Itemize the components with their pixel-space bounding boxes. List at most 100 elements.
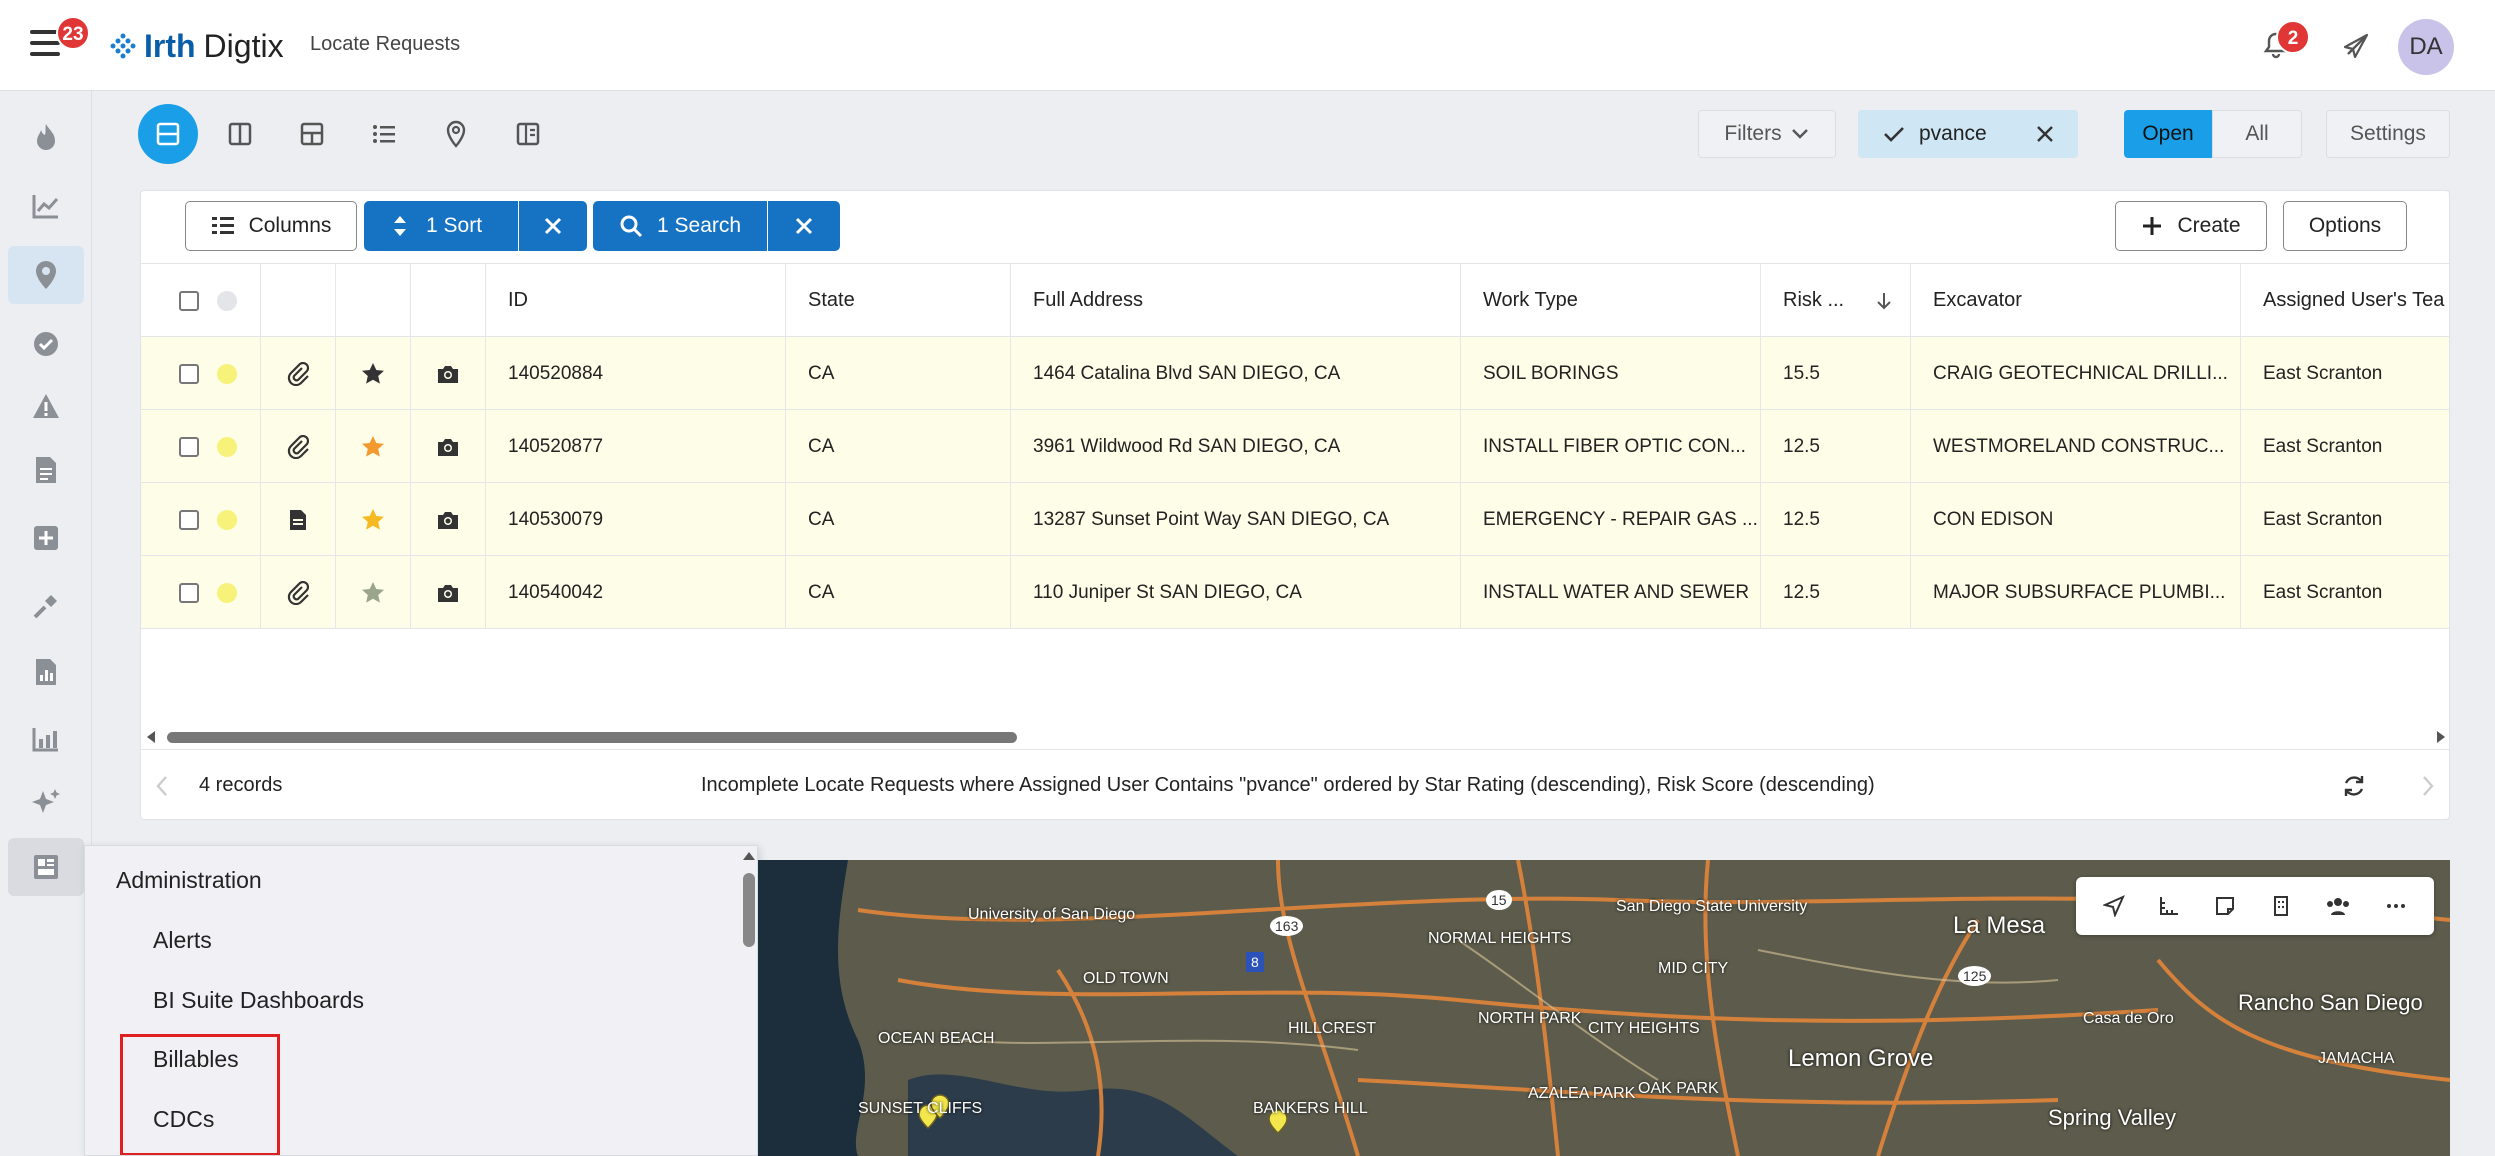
document-icon[interactable]	[261, 483, 336, 556]
view-sidebar-icon[interactable]	[498, 104, 558, 164]
columns-button[interactable]: Columns	[185, 201, 357, 251]
cell-team: East Scranton	[2263, 435, 2383, 457]
clear-sort-button[interactable]	[519, 201, 587, 251]
nav-chart-trend-icon[interactable]	[8, 177, 84, 235]
paperclip-icon[interactable]	[261, 337, 336, 410]
nav-document-icon[interactable]	[8, 441, 84, 499]
nav-analytics-icon[interactable]	[8, 710, 84, 768]
top-bar: 23 Irth Digtix Locate Requests 2 DA	[0, 0, 2495, 91]
camera-icon[interactable]	[411, 410, 486, 483]
user-filter-chip[interactable]: pvance	[1858, 110, 2078, 158]
search-button[interactable]: 1 Search	[593, 201, 767, 251]
column-header-state[interactable]: State	[786, 264, 1011, 337]
table-row[interactable]: 140540042 CA 110 Juniper St SAN DIEGO, CA I…	[141, 556, 2449, 629]
open-toggle-button[interactable]: Open	[2124, 110, 2212, 158]
column-header-work-type[interactable]: Work Type	[1461, 264, 1761, 337]
close-icon[interactable]	[2035, 124, 2055, 144]
scrollbar-thumb[interactable]	[167, 732, 1017, 743]
menu-item-bi-suite-dashboards[interactable]: BI Suite Dashboards	[153, 987, 364, 1013]
settings-button[interactable]: Settings	[2326, 110, 2450, 158]
nav-report-icon[interactable]	[8, 643, 84, 701]
star-rating-icon[interactable]	[336, 483, 411, 556]
scroll-left-icon[interactable]	[145, 730, 157, 744]
menu-item-billables[interactable]: Billables	[153, 1046, 239, 1072]
columns-icon	[211, 217, 234, 234]
view-layout-icon[interactable]	[282, 104, 342, 164]
view-list-icon[interactable]	[354, 104, 414, 164]
menu-item-cdcs[interactable]: CDCs	[153, 1106, 215, 1132]
view-split-vertical-icon[interactable]	[210, 104, 270, 164]
status-dot	[217, 509, 237, 530]
close-icon	[795, 217, 813, 235]
row-checkbox[interactable]	[179, 436, 199, 457]
column-header-team[interactable]: Assigned User's Tea	[2263, 289, 2445, 311]
filters-button[interactable]: Filters	[1698, 110, 1836, 158]
star-rating-icon[interactable]	[336, 337, 411, 410]
next-page-icon[interactable]	[2421, 775, 2435, 797]
map-label: HILLCREST	[1288, 1020, 1377, 1037]
table-row[interactable]: 140530079 CA 13287 Sunset Point Way SAN DI…	[141, 483, 2449, 556]
highway-shield: 8	[1246, 952, 1264, 972]
menu-section-title[interactable]: Administration	[116, 867, 262, 893]
star-rating-icon[interactable]	[336, 410, 411, 483]
refresh-icon[interactable]	[2341, 773, 2367, 799]
sticky-note-icon[interactable]	[2214, 895, 2236, 917]
view-map-icon[interactable]	[426, 104, 486, 164]
row-checkbox[interactable]	[179, 363, 199, 384]
location-off-icon[interactable]	[2336, 26, 2376, 66]
menu-item-alerts[interactable]: Alerts	[153, 927, 212, 953]
columns-label: Columns	[248, 214, 332, 237]
paperclip-icon[interactable]	[261, 410, 336, 483]
select-all-checkbox[interactable]	[179, 290, 199, 311]
cell-address: 110 Juniper St SAN DIEGO, CA	[1011, 556, 1461, 629]
row-checkbox[interactable]	[179, 509, 199, 530]
camera-icon[interactable]	[411, 337, 486, 410]
query-description: Incomplete Locate Requests where Assigne…	[701, 774, 1875, 796]
table-footer: 4 records Incomplete Locate Requests whe…	[141, 749, 2449, 819]
hamburger-menu-icon[interactable]	[30, 30, 60, 56]
table-row[interactable]: 140520884 CA 1464 Catalina Blvd SAN DIEGO,…	[141, 337, 2449, 410]
nav-flame-icon[interactable]	[8, 109, 84, 167]
menu-scrollbar-thumb[interactable]	[743, 873, 755, 947]
avatar[interactable]: DA	[2398, 19, 2454, 75]
star-rating-icon[interactable]	[336, 556, 411, 629]
nav-check-circle-icon[interactable]	[8, 315, 84, 373]
column-header-risk[interactable]: Risk ...	[1761, 264, 1911, 337]
group-icon[interactable]	[2325, 895, 2351, 917]
column-header-address[interactable]: Full Address	[1011, 264, 1461, 337]
row-checkbox[interactable]	[179, 582, 199, 603]
options-button[interactable]: Options	[2283, 201, 2407, 251]
map-label: SUNSET CLIFFS	[858, 1100, 983, 1117]
scroll-right-icon[interactable]	[2435, 730, 2447, 744]
clear-search-button[interactable]	[768, 201, 840, 251]
sort-button[interactable]: 1 Sort	[364, 201, 518, 251]
navigate-arrow-icon[interactable]	[2102, 895, 2125, 917]
status-dot	[217, 290, 237, 311]
notification-badge: 2	[2276, 20, 2310, 54]
menu-scrollbar[interactable]	[739, 846, 757, 1155]
more-options-icon[interactable]	[2385, 895, 2407, 917]
building-icon[interactable]	[2270, 895, 2292, 917]
nav-sparkle-icon[interactable]	[8, 773, 84, 831]
paperclip-icon[interactable]	[261, 556, 336, 629]
all-toggle-button[interactable]: All	[2212, 110, 2302, 158]
nav-warning-icon[interactable]	[8, 377, 84, 435]
nav-add-box-icon[interactable]	[8, 509, 84, 567]
measure-ruler-icon[interactable]	[2158, 895, 2180, 917]
page-title: Locate Requests	[310, 33, 461, 55]
create-button[interactable]: Create	[2115, 201, 2267, 251]
camera-icon[interactable]	[411, 483, 486, 556]
column-header-excavator[interactable]: Excavator	[1911, 264, 2241, 337]
table-row[interactable]: 140520877 CA 3961 Wildwood Rd SAN DIEGO, C…	[141, 410, 2449, 483]
horizontal-scrollbar[interactable]	[141, 729, 2449, 745]
nav-shovel-icon[interactable]	[8, 577, 84, 635]
view-split-horizontal-icon[interactable]	[138, 104, 198, 164]
scroll-up-icon[interactable]	[742, 850, 756, 862]
column-header-id[interactable]: ID	[486, 264, 786, 337]
nav-admin-icon[interactable]	[8, 838, 84, 896]
nav-map-pin-icon[interactable]	[8, 246, 84, 304]
map-label: Casa de Oro	[2083, 1010, 2174, 1027]
map-view[interactable]: University of San Diego San Diego State …	[758, 860, 2450, 1156]
prev-page-icon[interactable]	[155, 775, 169, 797]
camera-icon[interactable]	[411, 556, 486, 629]
